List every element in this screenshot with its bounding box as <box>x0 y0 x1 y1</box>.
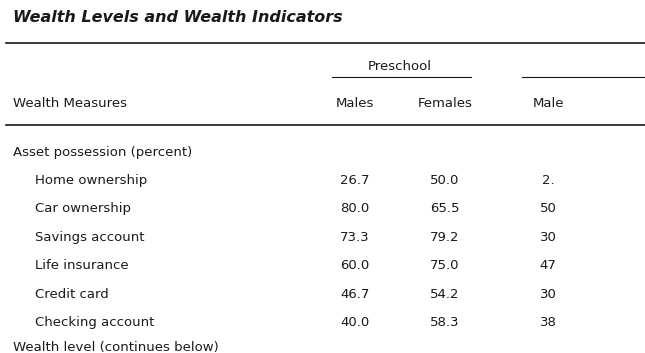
Text: 54.2: 54.2 <box>430 288 460 301</box>
Text: 58.3: 58.3 <box>430 316 460 329</box>
Text: Home ownership: Home ownership <box>35 174 148 187</box>
Text: Females: Females <box>417 97 473 110</box>
Text: 79.2: 79.2 <box>430 231 460 244</box>
Text: 30: 30 <box>540 231 557 244</box>
Text: Car ownership: Car ownership <box>35 202 132 215</box>
Text: Males: Males <box>335 97 374 110</box>
Text: Credit card: Credit card <box>35 288 109 301</box>
Text: Wealth Levels and Wealth Indicators: Wealth Levels and Wealth Indicators <box>13 10 342 25</box>
Text: Checking account: Checking account <box>35 316 155 329</box>
Text: 26.7: 26.7 <box>340 174 370 187</box>
Text: 30: 30 <box>540 288 557 301</box>
Text: 40.0: 40.0 <box>340 316 370 329</box>
Text: 47: 47 <box>540 259 557 272</box>
Text: Asset possession (percent): Asset possession (percent) <box>13 145 192 158</box>
Text: 80.0: 80.0 <box>340 202 370 215</box>
Text: 38: 38 <box>540 316 557 329</box>
Text: 50.0: 50.0 <box>430 174 460 187</box>
Text: 65.5: 65.5 <box>430 202 460 215</box>
Text: 2.: 2. <box>542 174 555 187</box>
Text: Male: Male <box>533 97 564 110</box>
Text: Life insurance: Life insurance <box>35 259 129 272</box>
Text: 73.3: 73.3 <box>340 231 370 244</box>
Text: Preschool: Preschool <box>368 60 432 73</box>
Text: 46.7: 46.7 <box>340 288 370 301</box>
Text: Wealth level (continues below): Wealth level (continues below) <box>13 341 219 353</box>
Text: 60.0: 60.0 <box>340 259 370 272</box>
Text: 50: 50 <box>540 202 557 215</box>
Text: Savings account: Savings account <box>35 231 145 244</box>
Text: 75.0: 75.0 <box>430 259 460 272</box>
Text: Wealth Measures: Wealth Measures <box>13 97 127 110</box>
